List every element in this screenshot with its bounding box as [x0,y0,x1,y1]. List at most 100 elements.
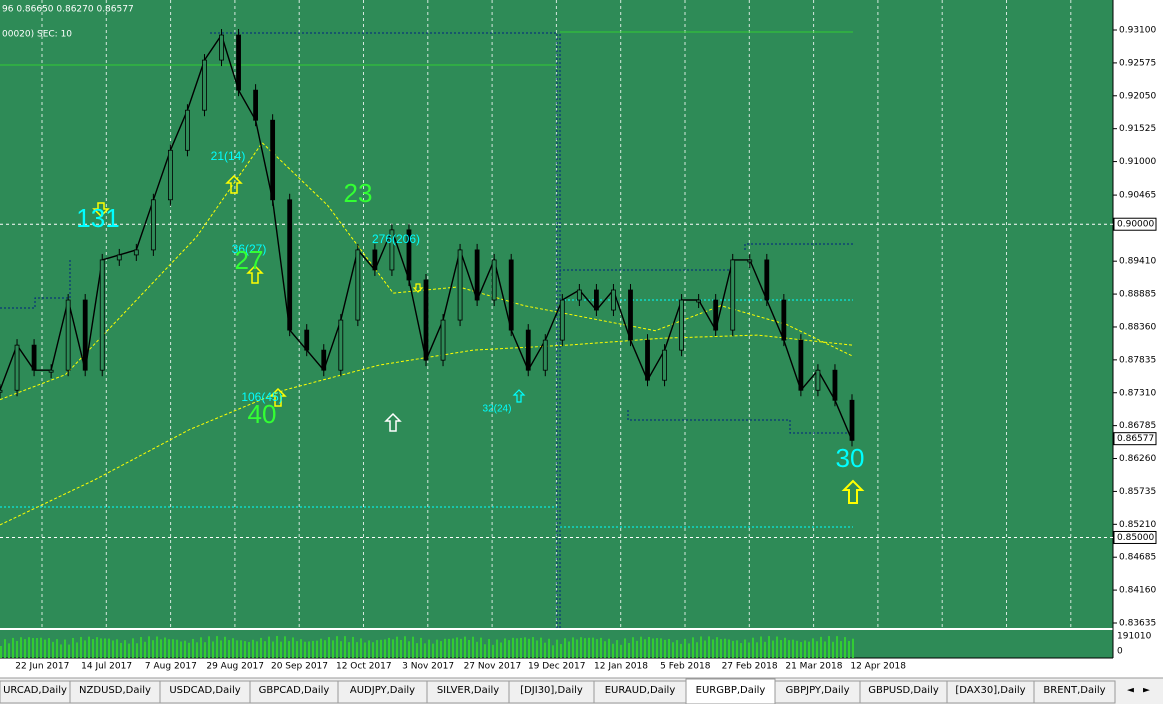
volume-bar [516,638,518,658]
volume-bar [360,638,362,658]
volume-bar [832,641,834,658]
volume-bar [640,636,642,658]
volume-bar [584,638,586,658]
tab-label[interactable]: GBPUSD,Daily [868,685,939,696]
volume-bar [72,637,74,658]
annotation: 106(45) [241,390,282,404]
arrow-down [412,283,424,293]
candle-body [304,329,310,351]
tab-label[interactable]: GBPCAD,Daily [259,685,330,696]
box-line [627,410,853,434]
volume-bar [564,638,566,658]
volume-bar [240,640,242,658]
candle-body [662,349,667,381]
volume-bar [828,636,830,658]
volume-bar [744,639,746,658]
annotation: 23 [344,178,373,208]
volume-bar [632,637,634,658]
volume-bar [296,641,298,658]
signal-arrows [92,174,865,504]
y-tick-label: 0.85735 [1119,487,1156,497]
y-tick-label: 0.92050 [1119,91,1156,101]
volume-bar [512,637,514,658]
volume-bar [176,639,178,658]
volume-bar [32,638,34,658]
volume-bar [496,639,498,658]
tab-label[interactable]: URCAD,Daily [3,685,67,696]
volume-bar [156,636,158,658]
volume-bar [760,636,762,658]
volume-bar [680,643,682,658]
volume-bar [600,637,602,658]
volume-bar [492,644,494,658]
volume-bar [80,636,82,658]
box-line [559,269,730,275]
volume-bar [328,637,330,658]
volume-bar [612,643,614,658]
volume-bar [92,639,94,658]
tab-label[interactable]: GBPJPY,Daily [786,685,850,696]
tab[interactable] [1033,680,1116,704]
candle-body [406,229,412,281]
volume-bar [500,642,502,658]
volume-bar [408,641,410,658]
volume-bar [788,640,790,658]
volume-bar [560,644,562,658]
volume-bar [108,638,110,658]
volume-bar [348,642,350,658]
candle-body [423,279,429,361]
volume-bar [320,638,322,658]
volume-bar [344,636,346,658]
volume-bar [64,639,66,658]
tab-scroll-left[interactable]: ◄ [1127,686,1134,696]
tab-label[interactable]: SILVER,Daily [437,685,499,696]
candle-body [474,249,480,301]
volume-bar [212,641,214,658]
tab-label[interactable]: NZDUSD,Daily [79,685,151,696]
volume-bar [824,641,826,658]
volume-bar [380,639,382,658]
y-tick-label: 0.88885 [1119,290,1156,300]
volume-bar [364,642,366,658]
volume-bar [216,636,218,658]
tab-scroll-right[interactable]: ► [1143,686,1150,696]
tab-label[interactable]: [DJI30],Daily [520,685,583,696]
candle-body [321,349,327,371]
tab-label[interactable]: EURGBP,Daily [696,685,766,696]
candle-body [696,299,702,303]
volume-bar [336,636,338,658]
candle-body [849,399,855,441]
volume-bar [844,637,846,658]
tab-label[interactable]: EURAUD,Daily [605,685,676,696]
y-tick-label: 0.88360 [1119,322,1156,332]
candle-body [508,259,514,331]
volume-bar [840,641,842,658]
volume-bar [392,639,394,658]
tab-label[interactable]: AUDJPY,Daily [350,685,415,696]
volume-bar [816,641,818,658]
volume-bar [808,641,810,658]
volume-bar [104,638,106,658]
volume-bar [304,641,306,658]
volume-bar [352,636,354,658]
volume-min-label: 0 [1117,647,1123,657]
candle-body [116,254,122,261]
tab[interactable] [685,678,776,704]
x-tick-label: 27 Feb 2018 [722,662,778,672]
candle-body [679,299,684,351]
volume-bar [388,637,390,658]
volume-bar [396,636,398,658]
volume-bar [740,643,742,658]
volume-bar [184,640,186,658]
annotation: 36(27) [232,242,267,256]
tab-label[interactable]: [DAX30],Daily [955,685,1025,696]
candle-body [576,289,582,301]
volume-bar [452,638,454,658]
volume-bar [440,641,442,658]
volume-bar [420,637,422,658]
tab-label[interactable]: USDCAD,Daily [169,685,240,696]
volume-bar [204,642,206,658]
volume-bar [48,638,50,658]
volume-bar [88,636,90,658]
tab-label[interactable]: BRENT,Daily [1043,685,1105,696]
